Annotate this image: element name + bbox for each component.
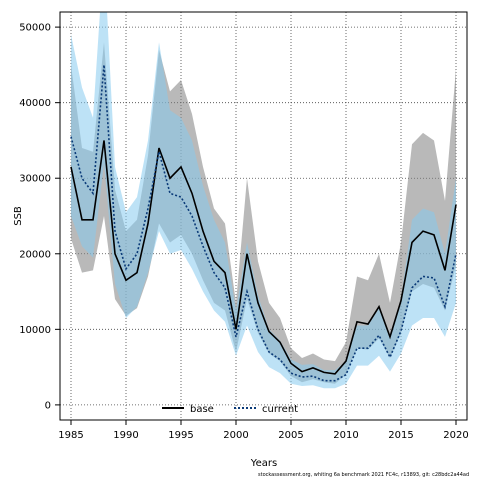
- y-axis-title: SSB: [13, 206, 24, 226]
- series-lines: [70, 64, 457, 382]
- legend: base current: [162, 404, 298, 415]
- plot-frame: [59, 11, 468, 421]
- y-tick-label: 0: [45, 400, 51, 411]
- x-tick-label: 2015: [388, 430, 413, 441]
- legend-current-label: current: [262, 404, 298, 415]
- y-tick-label: 40000: [19, 98, 51, 109]
- y-tick-label: 50000: [19, 23, 51, 34]
- x-tick-label: 2005: [278, 430, 303, 441]
- x-tick-label: 1995: [168, 430, 193, 441]
- y-tick-label: 20000: [19, 249, 51, 260]
- y-tick-label: 30000: [19, 174, 51, 185]
- footer-caption: stockassessment.org, whiting 6a benchmar…: [258, 472, 470, 478]
- line-current: [70, 64, 457, 382]
- line-base: [70, 140, 457, 375]
- y-tick-label: 10000: [19, 325, 51, 336]
- x-axis-title: Years: [250, 458, 277, 469]
- band-current: [71, 12, 456, 389]
- legend-base-label: base: [190, 404, 214, 415]
- x-tick-label: 1990: [113, 430, 138, 441]
- confidence-bands: [71, 12, 456, 389]
- x-tick-label: 2020: [443, 430, 468, 441]
- y-axis: 0 10000 20000 30000 40000 50000: [19, 23, 60, 411]
- x-tick-label: 2000: [223, 430, 248, 441]
- x-axis: 1985 1990 1995 2000 2005 2010 2015 2020: [58, 420, 469, 441]
- x-tick-label: 2010: [333, 430, 358, 441]
- x-tick-label: 1985: [58, 430, 83, 441]
